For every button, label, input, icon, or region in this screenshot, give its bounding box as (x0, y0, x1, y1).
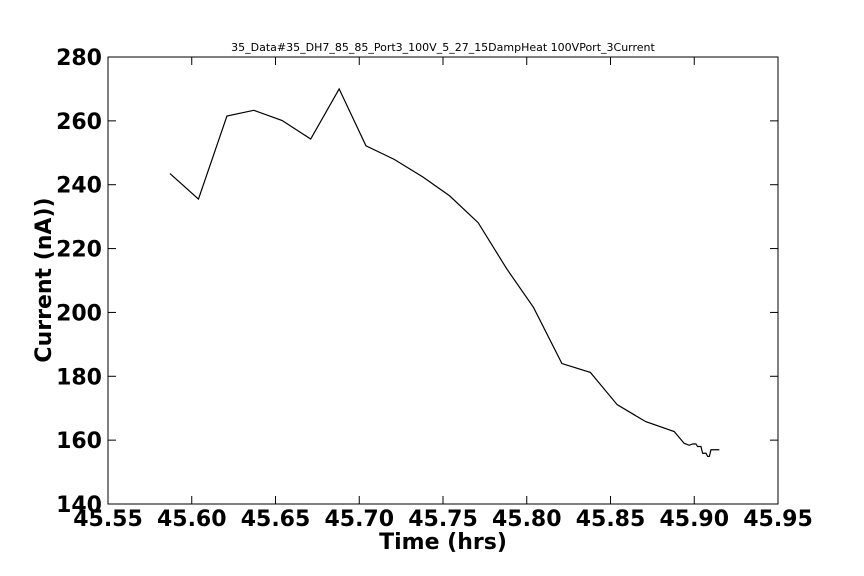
x-tick-label: 45.60 (157, 507, 227, 532)
plot-area (107, 56, 779, 505)
x-tick-label: 45.80 (492, 507, 562, 532)
y-axis: 140 160 180 200 220 240 260 280 (56, 46, 778, 518)
x-tick-label: 45.75 (408, 507, 478, 532)
y-axis-label: Current (nA)) (32, 197, 57, 362)
y-tick-label: 220 (56, 238, 102, 263)
y-tick-label: 160 (56, 429, 102, 454)
x-axis: 45.55 45.60 45.65 45.70 45.75 45.80 45.85 45.90… (73, 57, 813, 532)
x-tick-label: 45.65 (241, 507, 311, 532)
y-tick-label: 180 (56, 365, 102, 390)
x-tick-label: 45.55 (73, 507, 143, 532)
y-tick-label: 200 (56, 301, 102, 326)
y-tick-label: 260 (56, 110, 102, 135)
y-tick-label: 280 (56, 46, 102, 71)
x-tick-label: 45.90 (659, 507, 729, 532)
y-tick-label: 240 (56, 174, 102, 199)
x-tick-label: 45.95 (743, 507, 813, 532)
series-layer (169, 87, 720, 458)
y-tick-label: 140 (56, 493, 102, 518)
x-tick-label: 45.70 (324, 507, 394, 532)
x-tick-label: 45.85 (576, 507, 646, 532)
chart-title: 35_Data#35_DH7_85_85_Port3_100V_5_27_15D… (231, 41, 655, 54)
series-line (169, 87, 720, 458)
x-axis-label: Time (hrs) (379, 530, 507, 555)
